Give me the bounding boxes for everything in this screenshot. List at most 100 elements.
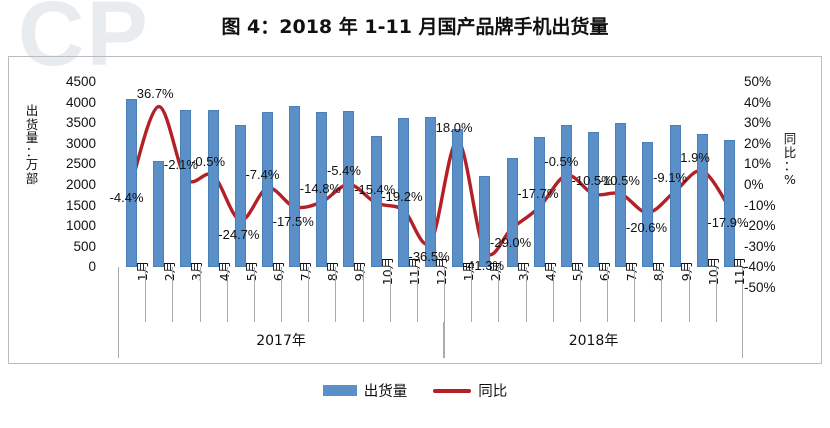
yoy-data-label: 18.0% bbox=[435, 120, 473, 136]
yoy-data-label: -41.3% bbox=[462, 257, 505, 273]
x-axis-tick-cell: 9月 bbox=[335, 261, 367, 322]
left-axis-title-char: 出 bbox=[25, 103, 39, 118]
x-axis-tick-cell: 10月 bbox=[362, 257, 395, 322]
x-axis-tick-cell: 4月 bbox=[199, 261, 232, 322]
shipment-bar bbox=[425, 117, 436, 267]
legend-label: 同比 bbox=[478, 384, 508, 400]
chart-legend: 出货量 同比 bbox=[0, 380, 830, 401]
left-tick-label: 4000 bbox=[65, 94, 96, 110]
left-tick-label: 4500 bbox=[65, 74, 96, 89]
yoy-data-label: -9.1% bbox=[653, 170, 688, 186]
yoy-data-label: -17.7% bbox=[517, 186, 559, 202]
shipment-bar bbox=[533, 137, 545, 267]
shipment-bar bbox=[180, 110, 192, 267]
shipment-bar bbox=[289, 105, 301, 267]
right-tick-label: -20% bbox=[744, 218, 776, 234]
left-axis-ticks: 4500 4000 3500 3000 2500 2000 1500 1000 500 0 bbox=[44, 74, 96, 280]
right-axis-title-char: % bbox=[784, 171, 796, 187]
x-axis-tick-cell: 11月 bbox=[715, 257, 747, 322]
yoy-data-label: -4.4% bbox=[109, 189, 144, 205]
x-axis-year-bands: 2017年 2018年 bbox=[118, 322, 743, 358]
left-tick-label: 1500 bbox=[65, 197, 96, 213]
yoy-data-label: -14.8% bbox=[299, 180, 341, 196]
left-axis-title-char: 货 bbox=[25, 116, 39, 132]
left-axis-title-char: ： bbox=[25, 143, 39, 159]
x-axis-tick-cell: 11月 bbox=[389, 257, 422, 322]
right-tick-label: 10% bbox=[744, 156, 772, 172]
right-axis-title: 同比：% bbox=[780, 132, 800, 186]
shipment-bar bbox=[316, 112, 328, 267]
right-tick-label: -50% bbox=[744, 279, 776, 295]
plot-area: -4.4% 36.7% -2.1% -0.5% -24.7% -7.4% -17.5% -14… bbox=[110, 82, 749, 273]
yoy-data-label: -0.5% bbox=[191, 154, 226, 170]
x-axis-tick-cell: 8月 bbox=[634, 261, 666, 322]
legend-bar-swatch-icon bbox=[322, 385, 357, 396]
x-axis-tick-cell: 8月 bbox=[308, 261, 340, 322]
yoy-data-label: -17.9% bbox=[707, 214, 749, 230]
left-axis-title-char: 量 bbox=[25, 130, 39, 145]
shipment-bar bbox=[452, 129, 464, 267]
x-axis-tick-cell: 2月 bbox=[145, 261, 177, 322]
right-tick-label: 30% bbox=[744, 115, 772, 131]
yoy-data-label: -0.5% bbox=[544, 154, 579, 170]
x-axis-tick-cell: 7月 bbox=[607, 261, 639, 322]
right-axis-title-char: 比 bbox=[783, 144, 797, 160]
yoy-data-label: -15.4% bbox=[354, 181, 396, 197]
right-axis-ticks: 50% 40% 30% 20% 10% 0% -10% -20% -30% -40% -50% bbox=[744, 74, 796, 301]
page-title: 图 4：2018 年 1-11 月国产品牌手机出货量 bbox=[221, 16, 609, 38]
x-axis-tick-cell: 1月 bbox=[444, 261, 476, 322]
x-axis-tick-cell: 5月 bbox=[552, 261, 585, 322]
x-axis-tick-cell: 5月 bbox=[226, 261, 259, 322]
x-axis-tick-cell: 2月 bbox=[471, 261, 503, 322]
shipment-bar bbox=[207, 109, 219, 267]
x-axis-tick-cell: 4月 bbox=[525, 261, 558, 322]
shipment-bar bbox=[588, 132, 600, 267]
shipment-bar bbox=[560, 125, 572, 267]
legend-label: 出货量 bbox=[363, 384, 408, 400]
shipment-bar bbox=[153, 160, 165, 267]
shipment-bar bbox=[261, 111, 273, 267]
x-axis-year-label: 2017年 bbox=[118, 322, 445, 358]
left-tick-label: 1000 bbox=[65, 218, 96, 234]
shipment-bar bbox=[723, 140, 735, 267]
yoy-data-label: -19.2% bbox=[381, 189, 423, 205]
yoy-data-label: -10.5% bbox=[598, 172, 640, 188]
x-axis-tick-cell: 9月 bbox=[661, 261, 694, 322]
right-axis-title-char: 同 bbox=[783, 131, 797, 146]
left-tick-label: 0 bbox=[88, 259, 96, 275]
yoy-data-label: -7.4% bbox=[245, 167, 280, 183]
x-axis-tick-cell: 7月 bbox=[281, 261, 313, 322]
shipment-bar bbox=[397, 118, 409, 267]
shipment-bar bbox=[642, 142, 654, 267]
shipment-bar bbox=[615, 122, 627, 267]
yoy-legend[interactable]: 同比 bbox=[433, 380, 507, 401]
right-tick-label: -10% bbox=[744, 197, 776, 213]
x-axis-tick-cell: 3月 bbox=[172, 261, 204, 322]
watermark: CP bbox=[18, 0, 150, 85]
shipments-legend[interactable]: 出货量 bbox=[322, 380, 408, 401]
left-tick-label: 2000 bbox=[65, 176, 96, 192]
x-axis-tick-cell: 10月 bbox=[688, 257, 721, 322]
left-tick-label: 3500 bbox=[65, 115, 96, 131]
yoy-data-label: -2.1% bbox=[163, 157, 198, 173]
left-tick-label: 3000 bbox=[65, 135, 96, 151]
right-tick-label: 50% bbox=[744, 74, 772, 89]
x-axis-tick-cell: 6月 bbox=[579, 261, 612, 322]
yoy-data-label: -29.0% bbox=[490, 235, 532, 251]
shipment-bar bbox=[126, 99, 138, 267]
left-tick-label: 2500 bbox=[65, 156, 96, 172]
yoy-data-label: -20.6% bbox=[625, 219, 668, 235]
yoy-data-label: -17.5% bbox=[272, 213, 314, 229]
x-axis-tick-cell: 12月 bbox=[416, 257, 449, 322]
right-tick-label: 0% bbox=[744, 176, 764, 192]
x-axis-tick-cell: 3月 bbox=[498, 261, 531, 322]
right-tick-label: 20% bbox=[744, 135, 772, 151]
legend-line-swatch-icon bbox=[433, 388, 472, 393]
right-tick-label: 40% bbox=[744, 94, 772, 110]
left-axis-title-char: 部 bbox=[25, 170, 39, 186]
shipment-bar bbox=[343, 110, 355, 267]
yoy-data-label: -10.5% bbox=[571, 172, 613, 188]
x-axis-year-label: 2018年 bbox=[444, 322, 743, 358]
x-axis-tick-cell: 1月 bbox=[118, 261, 150, 322]
yoy-data-label: 36.7% bbox=[136, 85, 174, 101]
